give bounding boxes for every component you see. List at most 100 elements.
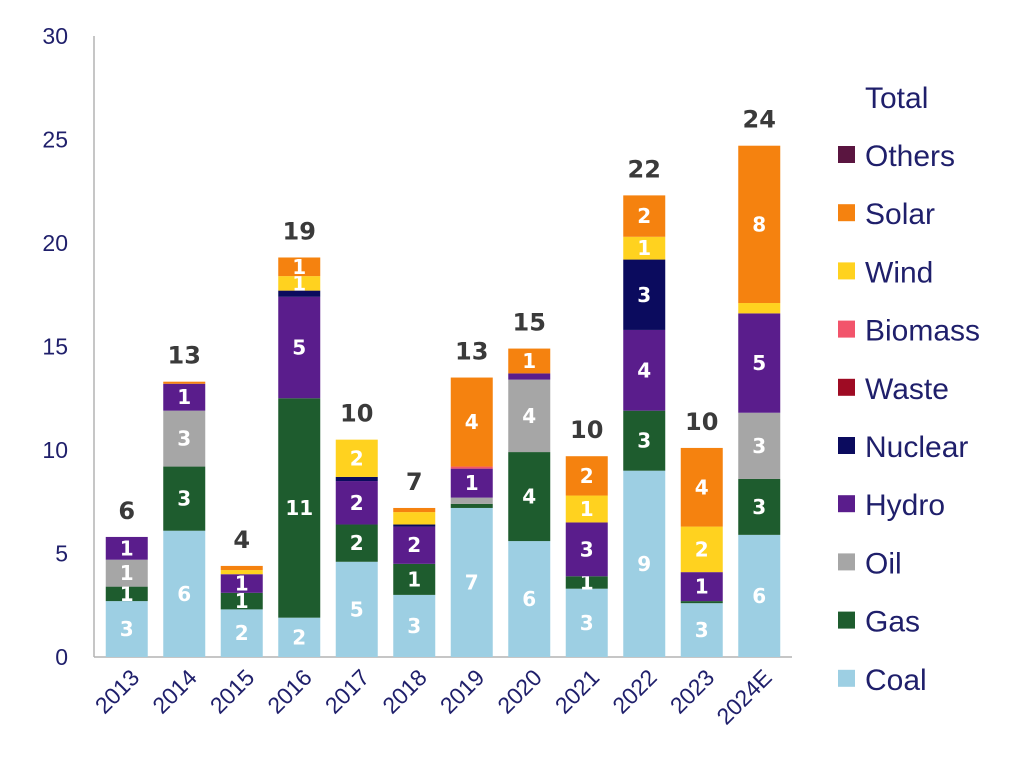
legend-swatch-hydro	[838, 495, 855, 513]
segment-value-label: 3	[177, 427, 191, 451]
segment-value-label: 1	[120, 582, 134, 606]
bar-segment-coal	[393, 594, 436, 657]
total-label: 10	[685, 408, 718, 436]
bar-segment-gas	[163, 466, 206, 531]
segment-value-label: 9	[637, 552, 651, 576]
bar-segment-coal	[450, 507, 493, 657]
bar-segment-gas	[105, 586, 148, 602]
bar-segment-nuclear	[393, 524, 436, 527]
segment-value-label: 5	[292, 336, 306, 360]
bar-segment-solar	[393, 507, 436, 513]
bar-segment-wind	[220, 570, 263, 575]
segment-value-label: 3	[752, 495, 766, 519]
y-tick-label: 5	[55, 541, 68, 567]
segment-value-label: 3	[695, 618, 709, 642]
segment-value-label: 1	[120, 561, 134, 585]
y-tick-label: 0	[55, 644, 68, 670]
segment-value-label: 3	[120, 617, 134, 641]
total-label: 24	[743, 106, 776, 134]
bar-segment-solar	[163, 381, 206, 384]
bar-segment-hydro	[335, 481, 378, 525]
bar-segment-coal	[738, 534, 781, 657]
bar-segment-coal	[335, 561, 378, 657]
segment-value-label: 1	[292, 271, 306, 295]
bar-segment-solar	[508, 348, 551, 374]
bar-segment-oil	[163, 410, 206, 467]
bar-segment-gas	[738, 478, 781, 535]
segment-value-label: 1	[580, 497, 594, 521]
bar-segment-coal	[163, 530, 206, 657]
segment-value-label: 2	[695, 537, 709, 561]
bar-segment-solar	[680, 447, 723, 527]
bar-segment-oil	[450, 497, 493, 504]
legend-label-nuclear: Nuclear	[865, 431, 968, 464]
legend-swatch-oil	[838, 553, 855, 571]
legend-swatch-gas	[838, 611, 855, 629]
total-label: 22	[628, 155, 661, 183]
total-label: 7	[406, 468, 423, 496]
legend-swatch-nuclear	[838, 437, 855, 454]
y-tick-label: 20	[42, 230, 68, 256]
bar-segment-wind	[738, 303, 781, 314]
bar-segment-wind	[623, 236, 666, 260]
segment-value-label: 6	[752, 584, 766, 608]
segment-value-label: 2	[637, 204, 651, 228]
legend-label-waste: Waste	[865, 373, 949, 406]
segment-value-label: 4	[522, 485, 536, 509]
segment-value-label: 2	[580, 464, 594, 488]
segment-value-label: 3	[637, 429, 651, 453]
segment-value-label: 1	[465, 471, 479, 495]
bar-segment-oil	[508, 379, 551, 453]
legend-swatch-biomass	[838, 320, 855, 338]
x-tick-label: 2017	[320, 664, 375, 719]
bar-segment-hydro	[278, 296, 321, 399]
x-tick-label: 2024E	[711, 664, 776, 729]
legend-label-oil: Oil	[865, 547, 902, 580]
bar-segment-wind	[335, 439, 378, 477]
bar-stack-2024E: 6 3 3 5 8 24	[738, 106, 781, 657]
x-tick-labels: 2013 2014 2015 2016 2017 2018 2019 2020 2021 2022…	[90, 664, 777, 730]
segment-value-label: 1	[235, 589, 249, 613]
bar-stack-2021: 3 1 3 1 2 10	[565, 416, 608, 657]
bar-segment-wind	[680, 526, 723, 573]
segment-value-label: 8	[752, 212, 766, 236]
x-tick-label: 2022	[607, 664, 662, 719]
y-tick-label: 25	[42, 127, 68, 153]
bar-segment-wind	[278, 276, 321, 291]
segment-value-label: 5	[350, 597, 364, 621]
bar-segment-gas	[450, 503, 493, 508]
segment-value-label: 1	[292, 255, 306, 279]
bar-segment-wind	[565, 495, 608, 523]
total-label: 4	[233, 526, 250, 554]
bar-segment-hydro	[163, 383, 206, 411]
segment-value-label: 3	[580, 611, 594, 635]
segment-value-label: 2	[350, 491, 364, 515]
bar-segment-hydro	[738, 313, 781, 413]
segment-value-label: 1	[235, 572, 249, 596]
segment-value-label: 2	[292, 625, 306, 649]
bar-segment-solar	[738, 145, 781, 304]
bar-segment-gas	[623, 410, 666, 471]
bar-stack-2014: 6 3 3 1 13	[163, 342, 206, 657]
total-label: 10	[570, 416, 603, 444]
segment-value-label: 1	[695, 575, 709, 599]
bar-segment-coal	[565, 588, 608, 657]
bar-segment-hydro	[623, 329, 666, 411]
total-label: 6	[118, 497, 135, 525]
bar-segment-solar	[623, 195, 666, 237]
bar-segment-biomass	[450, 466, 493, 469]
segment-value-label: 1	[637, 236, 651, 260]
segment-value-label: 3	[752, 434, 766, 458]
bars-layer: 3111663311321142115111952221031277141364…	[105, 106, 781, 657]
bar-stack-2023: 3 1 2 4 10	[680, 408, 723, 657]
bar-segment-hydro	[105, 536, 148, 560]
segment-value-label: 7	[465, 570, 479, 594]
legend-title: Total	[865, 82, 928, 115]
legend-label-gas: Gas	[865, 606, 920, 639]
segment-value-label: 4	[465, 410, 479, 434]
legend-label-others: Others	[865, 140, 955, 173]
bar-segment-nuclear	[623, 259, 666, 330]
bar-segment-hydro	[680, 572, 723, 602]
